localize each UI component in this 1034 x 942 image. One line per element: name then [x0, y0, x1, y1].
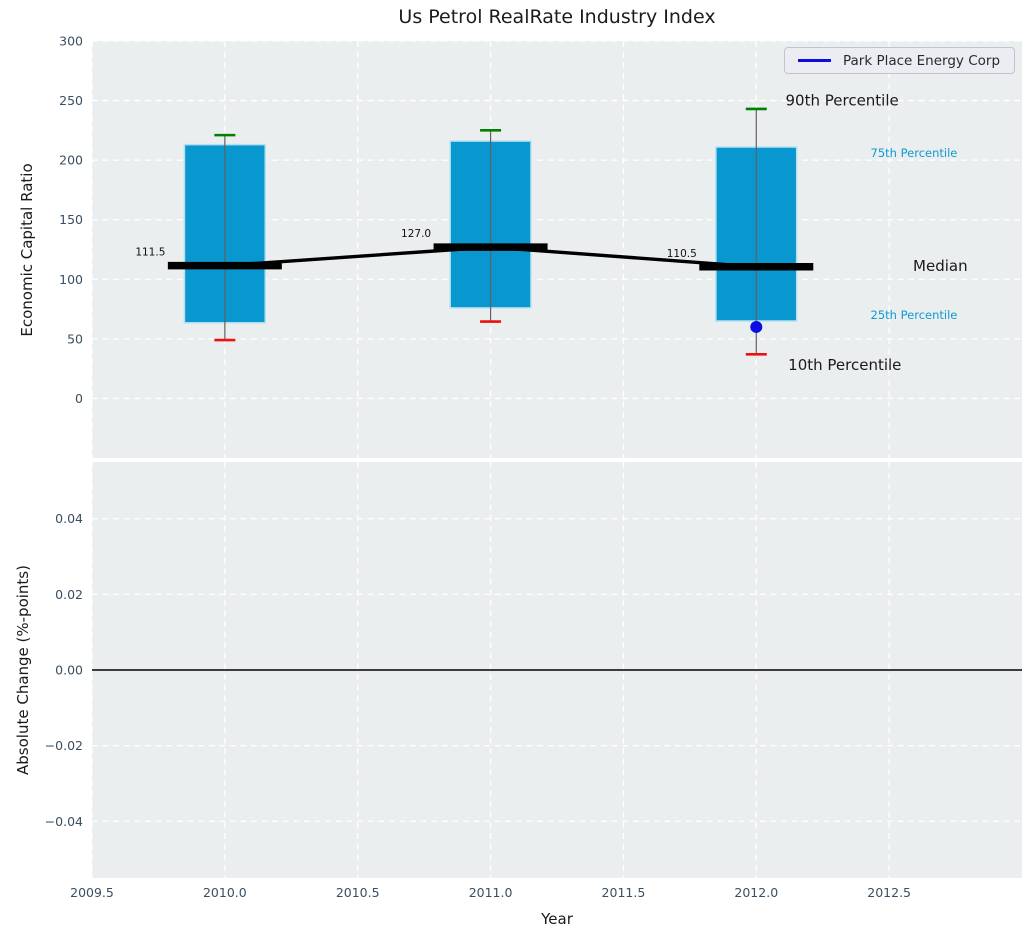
annotation-75th-percentile: 75th Percentile [871, 146, 958, 160]
y-tick-label: 100 [59, 272, 83, 287]
x-tick-label: 2011.0 [469, 885, 513, 900]
y-tick-label: 300 [59, 34, 83, 49]
y-tick-label: 0.02 [55, 587, 83, 602]
x-tick-label: 2012.0 [734, 885, 778, 900]
y-tick-label: −0.02 [45, 738, 83, 753]
annotation-90th-percentile: 90th Percentile [786, 92, 899, 110]
y-tick-label: −0.04 [45, 814, 83, 829]
median-value-label: 127.0 [401, 228, 431, 240]
legend-label: Park Place Energy Corp [843, 52, 1001, 69]
annotation-median: Median [913, 257, 968, 275]
y-tick-label: 250 [59, 93, 83, 108]
legend-line-swatch [798, 59, 831, 62]
x-tick-label: 2009.5 [70, 885, 114, 900]
x-tick-label: 2010.5 [336, 885, 380, 900]
y-tick-label: 0 [75, 391, 83, 406]
y-tick-label: 150 [59, 212, 83, 227]
annotation-10th-percentile: 10th Percentile [788, 356, 901, 374]
y-tick-label: 0.04 [55, 511, 83, 526]
y-tick-label: 50 [67, 331, 83, 346]
x-tick-label: 2010.0 [203, 885, 247, 900]
chart-title: Us Petrol RealRate Industry Index [398, 6, 716, 28]
x-tick-label: 2011.5 [602, 885, 646, 900]
legend: Park Place Energy Corp [784, 47, 1016, 74]
annotation-25th-percentile: 25th Percentile [871, 308, 958, 322]
median-value-label: 111.5 [135, 247, 165, 259]
median-value-label: 110.5 [667, 248, 697, 260]
x-tick-label: 2012.5 [867, 885, 911, 900]
y-tick-label: 200 [59, 153, 83, 168]
x-axis-label: Year [541, 910, 573, 928]
company-point [750, 320, 763, 333]
y-tick-label: 0.00 [55, 663, 83, 678]
